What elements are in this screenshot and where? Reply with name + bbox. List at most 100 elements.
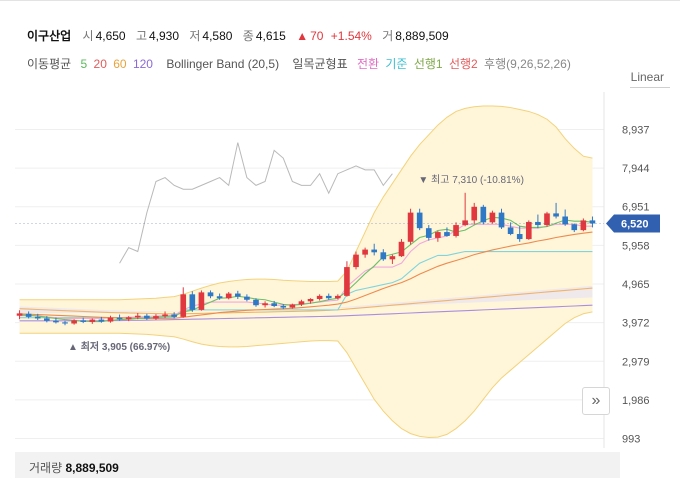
candle-body (198, 292, 205, 310)
candle-body (444, 232, 450, 236)
ichimoku-cloud (19, 285, 593, 313)
min-annotation: ▲ 최저 3,905 (66.97%) (68, 340, 170, 353)
candle-body (234, 293, 241, 297)
candle-body (116, 317, 123, 320)
candle-body (16, 313, 23, 316)
ichimoku-label[interactable]: 일목균형표 (292, 57, 348, 71)
candle-body (535, 221, 541, 226)
ma5-label[interactable]: 5 (80, 57, 88, 71)
ma60-label[interactable]: 60 (113, 57, 127, 71)
candle-body (371, 249, 378, 253)
ichimoku-base-label[interactable]: 기준 (385, 57, 408, 71)
volume-panel-label: 거래량 8,889,509 (29, 459, 119, 476)
current-price-tag (606, 214, 660, 233)
volume-panel (15, 452, 620, 478)
y-axis: 8,937 7,944 6,951 5,958 4,965 3,972 2,979 1,986… (15, 124, 660, 446)
candle-body (107, 317, 114, 322)
open-label: 시 (82, 29, 94, 43)
candle-body (225, 293, 232, 299)
y-tick-label: 7,944 (622, 163, 650, 175)
scale-selector-underline (630, 87, 670, 88)
low-value: 4,580 (202, 29, 233, 43)
close-label: 종 (242, 29, 254, 43)
ichimoku-lagging-label[interactable]: 후행(9,26,52,26) (484, 57, 571, 71)
y-tick-label: 2,979 (622, 356, 650, 368)
candle-body (544, 213, 550, 226)
candle-body (471, 206, 478, 221)
candle-body (516, 234, 523, 240)
candle-body (435, 232, 441, 238)
ma20-label[interactable]: 20 (93, 57, 107, 71)
open-value: 4,650 (95, 29, 126, 43)
ichimoku-conversion-label[interactable]: 전환 (356, 57, 380, 71)
ma60-line (19, 287, 593, 315)
candle-body (280, 305, 287, 308)
low-label: 저 (189, 29, 201, 43)
candle-body (353, 254, 359, 268)
candle-body (171, 314, 177, 317)
bollinger-label[interactable]: Bollinger Band (20,5) (166, 57, 280, 71)
ma120-line (19, 304, 593, 322)
y-tick-label: 1,986 (622, 395, 650, 407)
ma-label[interactable]: 이동평균 (27, 57, 72, 71)
candle-body (462, 220, 468, 226)
candle-body (307, 298, 314, 302)
max-annotation: ▼ 최고 7,310 (-10.81%) (418, 174, 524, 186)
ichimoku-span2-label[interactable]: 선행2 (448, 57, 478, 71)
candle-body (80, 320, 87, 322)
bollinger-upper-line (19, 105, 593, 301)
candle-body (271, 303, 277, 306)
candle-body (216, 296, 223, 299)
annotations: ▼ 최고 7,310 (-10.81%) ▲ 최저 3,905 (66.97%) (68, 174, 524, 353)
y-tick-label: 3,972 (622, 318, 650, 330)
volume-value: 8,889,509 (395, 29, 449, 43)
double-chevron-right-icon: » (591, 392, 601, 409)
scale-selector[interactable]: Linear (630, 70, 664, 84)
candle-body (316, 295, 323, 299)
candle-body (244, 296, 250, 300)
candle-body (562, 216, 568, 225)
volume-panel-value: 8,889,509 (65, 461, 119, 475)
ma120-label[interactable]: 120 (132, 57, 153, 71)
candle-body (134, 315, 141, 318)
y-tick-label: 8,937 (622, 124, 650, 136)
stock-name: 이구산업 (27, 29, 72, 43)
high-value: 4,930 (148, 29, 180, 43)
candle-body (44, 318, 50, 321)
ma5-line (19, 216, 593, 323)
change-percent: +1.54% (330, 29, 372, 43)
scroll-to-latest-button[interactable]: » (582, 387, 610, 415)
candle-body (507, 227, 514, 235)
candle-body (125, 317, 132, 320)
candle-body (407, 212, 414, 242)
candle-body (398, 241, 405, 257)
y-tick-label: 6,951 (622, 202, 650, 214)
high-label: 고 (135, 29, 147, 43)
indicator-legend: 이동평균 5 20 60 120 Bollinger Band (20,5) 일… (27, 55, 574, 72)
candle-body (589, 220, 596, 224)
candle-body (489, 212, 496, 223)
volume-panel-title: 거래량 (29, 461, 63, 475)
ichimoku-span1-label[interactable]: 선행1 (413, 57, 443, 71)
ichimoku-lagging-line (119, 142, 393, 264)
current-price-label: 6,520 (621, 219, 649, 231)
candle-body (344, 267, 350, 296)
candle-body (62, 322, 68, 324)
candle-body (34, 316, 41, 319)
candle-body (425, 228, 432, 238)
y-tick-label: 993 (622, 434, 640, 446)
candle-body (53, 320, 59, 323)
top-border (0, 0, 680, 1)
close-value: 4,615 (255, 29, 286, 43)
y-tick-label: 5,958 (622, 240, 650, 252)
quote-summary: 이구산업 시 4,650 고 4,930 저 4,580 종 4,615 ▲ 70 +1.… (27, 27, 456, 44)
volume-label-short: 거 (382, 29, 394, 43)
candle-body (525, 221, 532, 240)
candle-body (98, 319, 105, 322)
candle-body (89, 319, 96, 322)
candle-body (162, 314, 168, 317)
candle-body (389, 256, 396, 260)
candle-body (144, 315, 150, 319)
bollinger-band (19, 105, 593, 438)
